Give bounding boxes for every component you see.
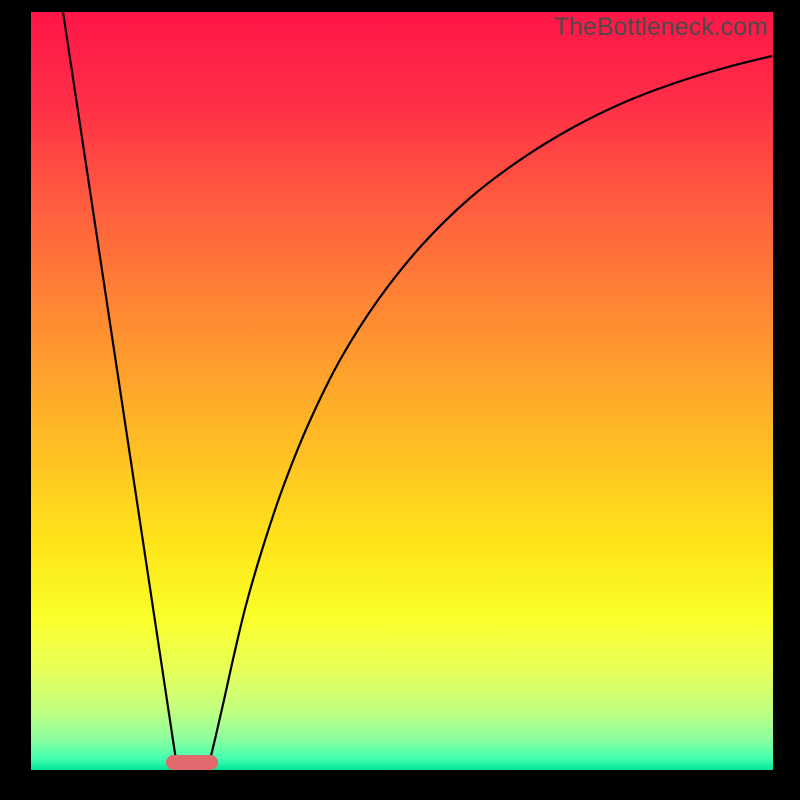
optimal-marker xyxy=(166,755,218,770)
chart-frame: TheBottleneck.com xyxy=(0,0,800,800)
curve-layer xyxy=(31,12,773,770)
watermark-text: TheBottleneck.com xyxy=(554,13,768,42)
left-bottleneck-line xyxy=(63,12,176,760)
plot-area: TheBottleneck.com xyxy=(31,12,773,770)
right-bottleneck-curve xyxy=(210,56,772,760)
